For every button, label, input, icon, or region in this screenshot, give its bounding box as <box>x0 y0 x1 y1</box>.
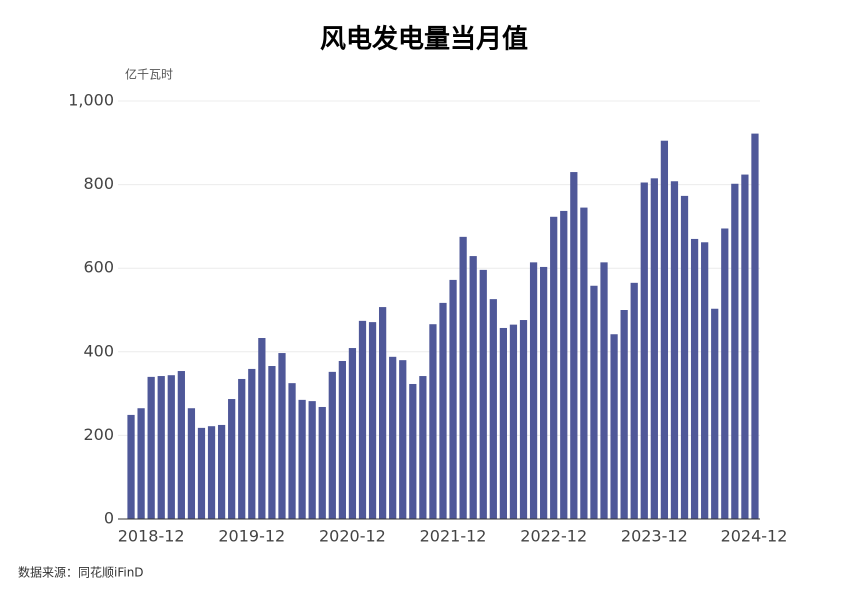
bar <box>690 238 699 519</box>
bar <box>328 371 336 519</box>
x-tick-label: 2021-12 <box>420 527 487 546</box>
bar <box>519 320 528 519</box>
bar <box>660 140 669 519</box>
y-tick-label: 600 <box>83 258 114 277</box>
bar <box>590 285 598 519</box>
bar <box>137 408 145 519</box>
bar <box>157 376 165 519</box>
bar <box>348 348 357 519</box>
x-tick-label: 2022-12 <box>520 527 587 546</box>
bar <box>228 399 236 519</box>
bar <box>509 324 518 519</box>
bar <box>268 366 276 519</box>
bar <box>499 327 508 519</box>
y-tick-label: 0 <box>104 509 114 528</box>
bar <box>389 356 397 519</box>
bar <box>127 414 135 519</box>
y-tick-label: 800 <box>83 174 114 193</box>
bar <box>238 378 246 519</box>
bar <box>368 322 377 519</box>
bar <box>288 383 296 519</box>
bar <box>358 320 367 519</box>
bar <box>540 266 548 519</box>
bar <box>529 262 538 519</box>
bar <box>318 406 326 519</box>
bar <box>409 383 417 519</box>
bar <box>489 299 497 519</box>
bar <box>258 338 266 519</box>
bar <box>207 426 216 519</box>
bar <box>217 424 226 519</box>
x-tick-label: 2019-12 <box>218 527 285 546</box>
bar <box>298 399 306 519</box>
bar <box>167 375 175 519</box>
bar <box>378 307 387 519</box>
bar <box>620 310 628 519</box>
x-tick-label: 2018-12 <box>118 527 185 546</box>
bar <box>187 408 196 519</box>
y-tick-label: 1,000 <box>68 91 114 110</box>
y-tick-label: 200 <box>83 425 114 444</box>
bar <box>610 334 618 519</box>
source-note: 数据来源：同花顺iFinD <box>18 565 144 580</box>
bar <box>640 182 648 519</box>
bar <box>429 324 437 519</box>
x-tick-label: 2024-12 <box>721 527 788 546</box>
bar <box>721 228 729 520</box>
bar <box>177 371 185 519</box>
y-tick-label: 400 <box>83 341 114 360</box>
bar <box>197 427 206 519</box>
bar <box>751 133 759 519</box>
bar <box>248 368 256 519</box>
bar <box>439 302 447 519</box>
bar <box>338 360 346 519</box>
bar <box>670 181 679 520</box>
bar <box>278 353 286 519</box>
bar <box>479 269 487 519</box>
bar <box>711 308 719 519</box>
bar <box>630 282 638 519</box>
x-tick-label: 2020-12 <box>319 527 386 546</box>
bar <box>147 376 155 519</box>
x-tick-label: 2023-12 <box>621 527 688 546</box>
bar <box>701 242 709 519</box>
bar <box>580 207 588 519</box>
bar <box>731 183 739 520</box>
bar <box>419 376 427 519</box>
bar <box>459 236 467 519</box>
bar <box>550 216 558 519</box>
y-axis-label: 亿千瓦时 <box>125 67 173 82</box>
bar <box>570 172 578 519</box>
bar <box>680 195 689 520</box>
bar <box>399 360 407 519</box>
bar <box>650 178 658 519</box>
bar <box>469 256 477 519</box>
bar <box>560 210 568 519</box>
bar <box>600 262 608 519</box>
bar <box>449 279 457 519</box>
bar <box>308 401 316 519</box>
bar <box>741 174 749 519</box>
chart-title: 风电发电量当月值 <box>320 24 528 55</box>
